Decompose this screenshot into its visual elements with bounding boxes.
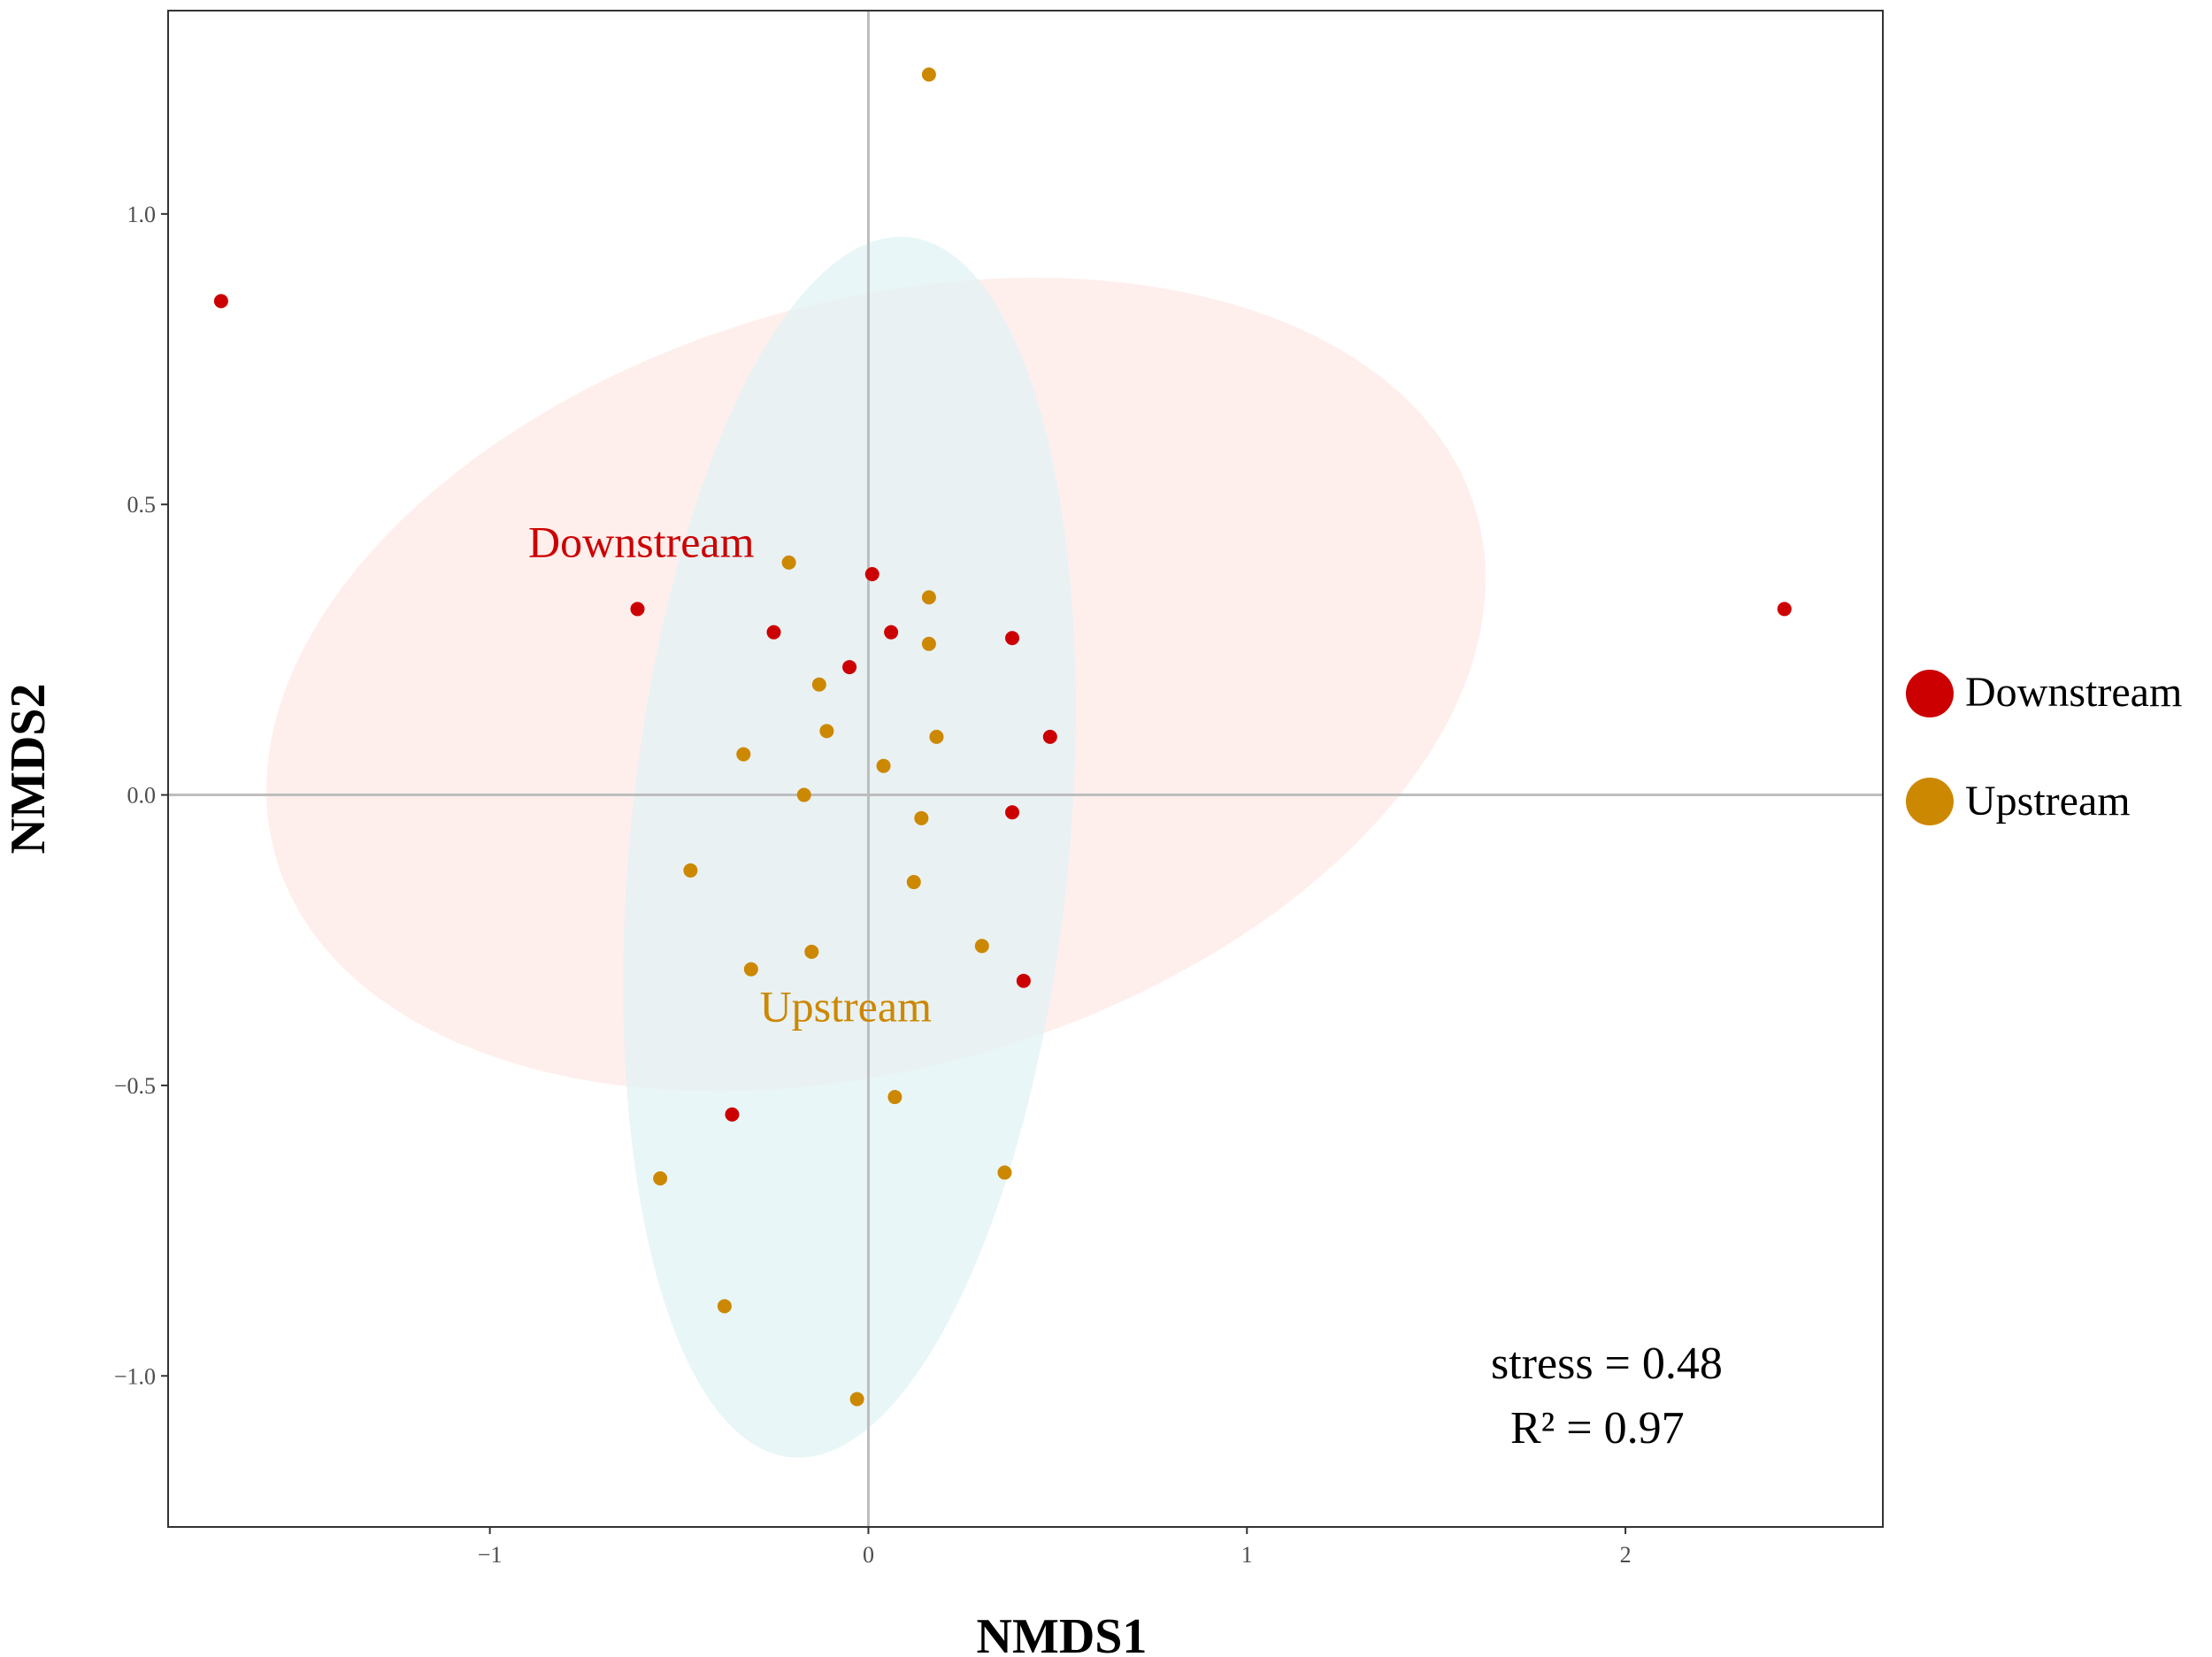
plot-border [167, 10, 1884, 1528]
point-downstream-7 [842, 660, 857, 675]
point-upstream-14 [804, 944, 819, 959]
legend-item-downstream[interactable]: Downstream [1906, 669, 2182, 717]
point-upstream-11 [683, 863, 698, 878]
point-upstream-5 [819, 724, 834, 739]
legend-swatch-downstream [1906, 670, 1954, 717]
point-upstream-1 [781, 555, 796, 570]
y-tick-label: 0.0 [127, 783, 157, 809]
x-tick-label: 0 [863, 1542, 874, 1568]
point-upstream-6 [929, 729, 944, 744]
x-axis: −1 0 1 2 [478, 1527, 1632, 1568]
point-upstream-8 [876, 758, 891, 773]
y-tick-label: −0.5 [114, 1073, 156, 1099]
legend-label-upstream: Upstream [1965, 778, 2131, 825]
y-axis: −1.0 −0.5 0.0 0.5 1.0 [114, 202, 168, 1389]
confidence-ellipses [266, 236, 1486, 1458]
x-axis-title: NMDS1 [977, 1609, 1148, 1657]
point-downstream-10 [1016, 973, 1031, 988]
x-tick-label: 2 [1620, 1542, 1632, 1568]
y-tick-label: 0.5 [127, 492, 157, 518]
y-tick-label: 1.0 [127, 202, 157, 227]
scatter-points [213, 67, 1792, 1407]
stress-label: stress = 0.48 [1491, 1339, 1723, 1389]
point-upstream-7 [736, 747, 751, 762]
legend-label-downstream: Downstream [1965, 669, 2182, 716]
legend: Downstream Upstream [1906, 669, 2182, 825]
point-downstream-9 [1005, 805, 1020, 820]
point-upstream-20 [849, 1392, 864, 1407]
point-upstream-18 [653, 1170, 668, 1185]
point-downstream-8 [1042, 729, 1057, 744]
x-tick-label: −1 [478, 1542, 503, 1568]
point-downstream-11 [725, 1107, 740, 1122]
point-upstream-4 [811, 677, 826, 692]
point-upstream-0 [921, 67, 936, 82]
point-downstream-2 [1777, 602, 1792, 617]
point-upstream-19 [717, 1299, 732, 1314]
legend-swatch-upstream [1906, 778, 1954, 825]
ellipse-upstream [623, 236, 1076, 1458]
point-downstream-4 [766, 625, 781, 640]
point-upstream-3 [921, 636, 936, 651]
point-downstream-1 [630, 602, 645, 617]
point-upstream-10 [914, 810, 929, 825]
point-upstream-13 [974, 939, 989, 954]
legend-item-upstream[interactable]: Upstream [1906, 778, 2131, 825]
y-tick-label: −1.0 [114, 1363, 156, 1389]
x-tick-label: 1 [1241, 1542, 1253, 1568]
point-upstream-15 [743, 962, 758, 977]
stats-annotation: stress = 0.48 R² = 0.97 [1491, 1339, 1723, 1454]
group-labels: Downstream Upstream [528, 517, 932, 1031]
point-downstream-5 [884, 625, 899, 640]
group-label-upstream: Upstream [760, 982, 932, 1032]
point-upstream-9 [796, 787, 811, 802]
point-upstream-12 [906, 875, 921, 890]
point-upstream-2 [921, 590, 936, 605]
point-downstream-3 [864, 567, 879, 582]
y-axis-title: NMDS2 [1, 684, 56, 855]
group-label-downstream: Downstream [528, 517, 755, 566]
point-downstream-0 [213, 294, 228, 309]
point-upstream-17 [997, 1165, 1012, 1180]
point-downstream-6 [1005, 631, 1020, 646]
point-upstream-16 [887, 1090, 902, 1105]
r-squared-label: R² = 0.97 [1510, 1403, 1685, 1454]
